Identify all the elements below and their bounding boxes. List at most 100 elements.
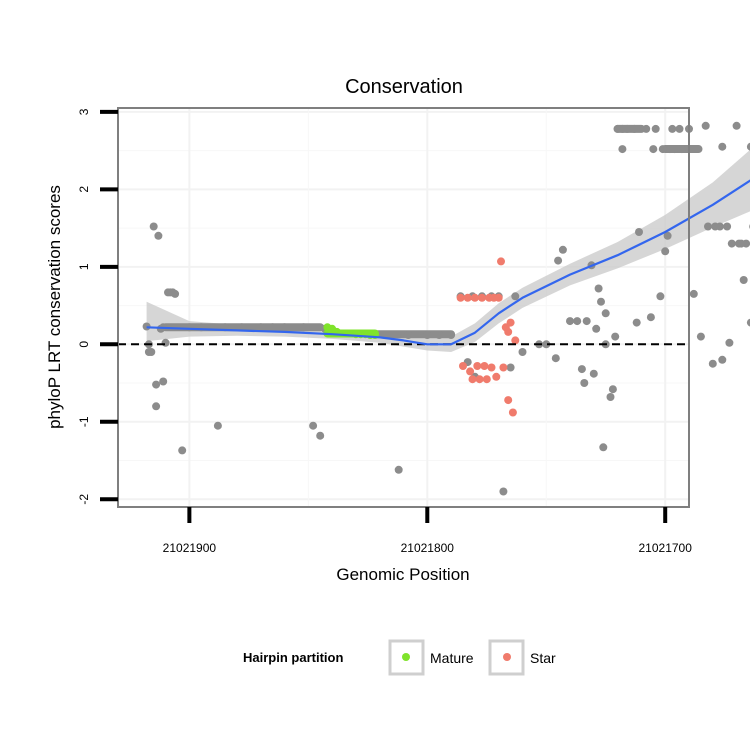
point-star bbox=[504, 327, 513, 336]
point-other bbox=[423, 331, 432, 339]
point-other bbox=[746, 318, 750, 327]
point-star bbox=[499, 363, 508, 372]
point-other bbox=[606, 393, 615, 401]
point-star bbox=[506, 318, 515, 327]
point-other bbox=[580, 379, 589, 387]
point-other bbox=[715, 222, 724, 231]
point-star bbox=[456, 293, 465, 302]
point-other bbox=[394, 465, 403, 474]
point-other bbox=[611, 332, 620, 341]
point-other bbox=[268, 323, 277, 332]
point-other bbox=[237, 323, 246, 332]
point-star bbox=[468, 375, 477, 384]
point-other bbox=[675, 124, 684, 133]
point-star bbox=[459, 362, 467, 370]
point-other bbox=[142, 322, 151, 331]
point-star bbox=[475, 375, 484, 384]
point-other bbox=[663, 231, 672, 240]
point-star bbox=[480, 362, 489, 370]
y-tick-label: -2 bbox=[77, 494, 91, 505]
point-other bbox=[594, 284, 603, 293]
point-other bbox=[651, 124, 660, 133]
point-star bbox=[492, 372, 501, 381]
point-other bbox=[213, 421, 222, 430]
point-star bbox=[470, 293, 479, 302]
point-star bbox=[504, 396, 513, 405]
point-other bbox=[506, 363, 515, 372]
points-layer bbox=[142, 121, 750, 496]
point-star bbox=[478, 293, 486, 302]
legend-label-mature: Mature bbox=[430, 650, 474, 666]
legend-label-star: Star bbox=[530, 650, 556, 666]
smooth-line-layer bbox=[146, 179, 750, 346]
y-axis: -2 -1 0 1 2 3 bbox=[77, 108, 118, 505]
y-tick-label: -1 bbox=[77, 416, 91, 427]
point-other bbox=[668, 124, 677, 133]
point-other bbox=[701, 121, 710, 130]
smooth-trend-line bbox=[146, 179, 750, 346]
point-other bbox=[677, 145, 686, 154]
point-star bbox=[473, 362, 482, 370]
point-other bbox=[558, 245, 567, 254]
point-other bbox=[723, 222, 732, 231]
point-other bbox=[642, 124, 651, 133]
chart-title: Conservation bbox=[345, 76, 463, 98]
point-other bbox=[518, 348, 527, 356]
point-star bbox=[497, 257, 505, 266]
point-other bbox=[623, 124, 632, 133]
point-other bbox=[696, 332, 705, 341]
point-other bbox=[589, 369, 598, 378]
point-other bbox=[577, 365, 586, 374]
point-other bbox=[447, 331, 456, 339]
x-axis: 21021900 21021800 21021700 bbox=[163, 507, 692, 555]
legend-title: Hairpin partition bbox=[243, 650, 343, 665]
point-other bbox=[566, 317, 574, 326]
point-other bbox=[152, 380, 161, 389]
point-other bbox=[171, 289, 180, 298]
point-other bbox=[161, 338, 170, 347]
point-other bbox=[542, 340, 551, 349]
point-other bbox=[601, 309, 610, 318]
y-axis-title: phyloP LRT conservation scores bbox=[45, 185, 64, 429]
point-other bbox=[499, 487, 508, 496]
point-other bbox=[149, 222, 158, 231]
point-other bbox=[435, 331, 444, 339]
point-other bbox=[646, 313, 655, 322]
point-other bbox=[592, 324, 601, 333]
point-other bbox=[280, 323, 289, 332]
point-star bbox=[511, 336, 520, 345]
confidence-ribbon bbox=[146, 149, 750, 352]
point-other bbox=[732, 121, 741, 130]
point-star bbox=[466, 367, 475, 376]
point-other bbox=[582, 317, 591, 326]
confidence-ribbon-layer bbox=[146, 149, 750, 352]
y-tick-label: 1 bbox=[77, 263, 91, 270]
point-other bbox=[404, 331, 413, 339]
grid-lines bbox=[118, 108, 689, 507]
point-other bbox=[599, 443, 608, 452]
x-tick-label: 21021800 bbox=[401, 541, 455, 555]
point-other bbox=[739, 276, 748, 284]
point-other bbox=[656, 292, 665, 301]
point-other bbox=[632, 318, 641, 327]
point-star bbox=[487, 363, 496, 372]
point-other bbox=[551, 354, 560, 363]
point-other bbox=[573, 317, 582, 326]
point-other bbox=[316, 431, 325, 440]
point-other bbox=[649, 145, 658, 154]
point-star bbox=[482, 375, 491, 384]
point-other bbox=[670, 145, 679, 154]
point-other bbox=[742, 239, 750, 248]
point-other bbox=[597, 297, 605, 306]
point-other bbox=[635, 228, 643, 236]
point-other bbox=[256, 323, 265, 332]
point-other bbox=[746, 142, 750, 151]
point-other bbox=[178, 446, 187, 455]
point-other bbox=[725, 338, 734, 347]
point-other bbox=[718, 355, 727, 364]
point-other bbox=[608, 385, 617, 394]
legend: Hairpin partition Mature Star bbox=[243, 639, 556, 676]
y-tick-label: 3 bbox=[77, 108, 91, 115]
point-other bbox=[704, 222, 712, 231]
